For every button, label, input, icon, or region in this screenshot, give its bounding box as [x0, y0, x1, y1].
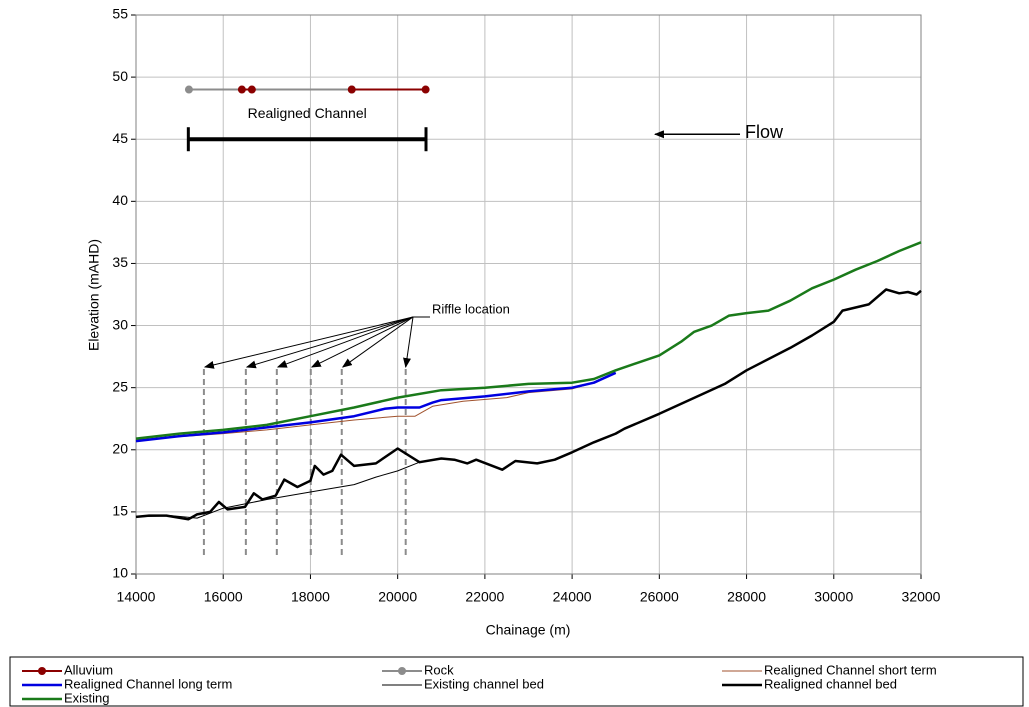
- x-tick-label: 14000: [117, 589, 156, 605]
- y-axis-title: Elevation (mAHD): [86, 239, 102, 351]
- flow-label: Flow: [745, 122, 784, 142]
- x-tick-label: 18000: [291, 589, 330, 605]
- x-tick-label: 32000: [902, 589, 941, 605]
- riffle-arrow: [310, 316, 414, 368]
- series-marker: [184, 85, 193, 94]
- x-tick-label: 26000: [640, 589, 679, 605]
- legend-marker: [398, 667, 406, 675]
- series-line: [135, 371, 617, 443]
- x-tick-label: 22000: [465, 589, 504, 605]
- y-tick-label: 25: [112, 378, 128, 394]
- series-marker: [247, 85, 256, 94]
- series-marker: [237, 85, 246, 94]
- y-tick-label: 15: [112, 503, 128, 519]
- y-tick-label: 50: [112, 68, 128, 84]
- y-tick-label: 55: [112, 6, 128, 22]
- series-marker: [421, 85, 430, 94]
- series-line: [135, 241, 922, 440]
- riffle-arrow: [403, 316, 414, 369]
- legend-marker: [38, 667, 46, 675]
- legend-label: Existing channel bed: [424, 676, 544, 691]
- legend-label: Alluvium: [64, 662, 113, 677]
- legend-label: Realigned Channel long term: [64, 676, 232, 691]
- y-tick-label: 30: [112, 316, 128, 332]
- riffle-arrow: [203, 316, 414, 369]
- series-line: [135, 288, 922, 521]
- x-tick-label: 28000: [727, 589, 766, 605]
- plot-frame: [135, 14, 922, 575]
- x-axis-title: Chainage (m): [486, 622, 571, 638]
- realigned-label: Realigned Channel: [248, 105, 367, 121]
- riffle-label: Riffle location: [432, 301, 510, 316]
- legend-label: Realigned channel bed: [764, 676, 897, 691]
- legend: Alluvium Rock Realigned Channel short term…: [22, 662, 937, 705]
- legend-box: [9, 656, 1024, 707]
- series-line: [135, 461, 420, 519]
- riffle-arrow: [245, 316, 414, 369]
- x-tick-label: 24000: [553, 589, 592, 605]
- y-tick-label: 40: [112, 192, 128, 208]
- legend-label: Realigned Channel short term: [764, 662, 937, 677]
- riffle-arrow: [341, 316, 414, 368]
- legend-label: Rock: [424, 662, 454, 677]
- riffle-arrow: [276, 316, 414, 368]
- y-tick-label: 45: [112, 130, 128, 146]
- y-tick-label: 20: [112, 440, 128, 456]
- y-tick-label: 10: [112, 565, 128, 581]
- legend-label: Existing: [64, 690, 110, 705]
- x-tick-label: 20000: [378, 589, 417, 605]
- x-tick-label: 16000: [204, 589, 243, 605]
- y-tick-label: 35: [112, 254, 128, 270]
- x-tick-label: 30000: [814, 589, 853, 605]
- series-marker: [347, 85, 356, 94]
